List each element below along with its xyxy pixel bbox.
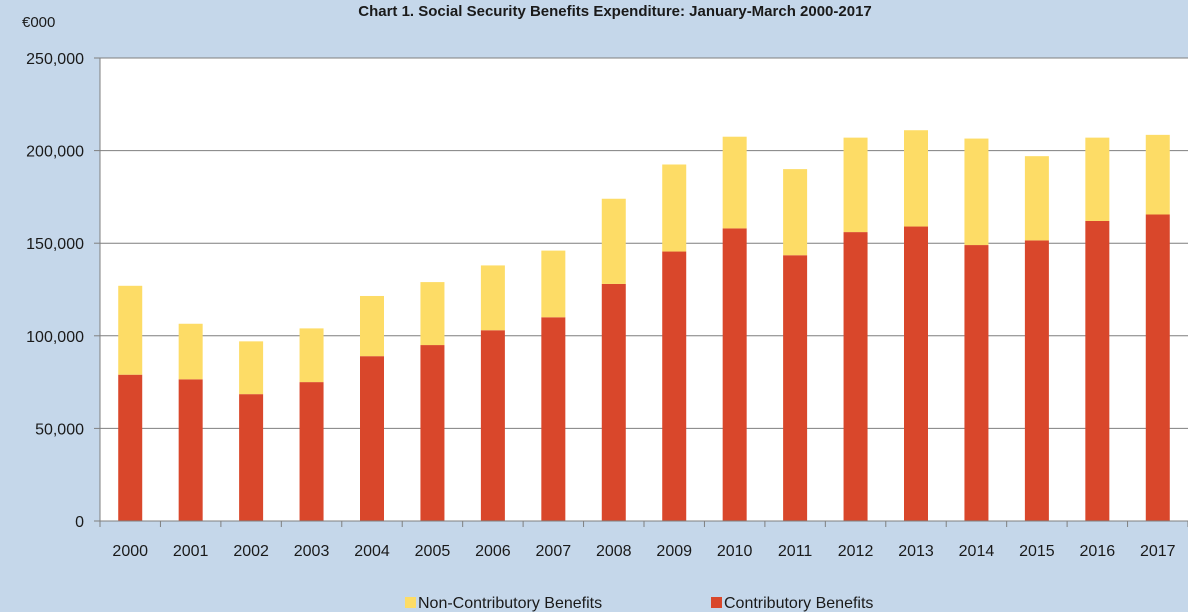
bar-contributory-2003 — [299, 382, 324, 521]
bars — [118, 130, 1170, 522]
plot-area — [100, 58, 1188, 521]
bar-contributory-2000 — [118, 374, 143, 521]
legend-label: Non-Contributory Benefits — [418, 595, 602, 612]
bar-contributory-2006 — [480, 330, 505, 521]
bar-non-contributory-2010 — [722, 136, 747, 229]
bar-contributory-2008 — [601, 283, 626, 521]
x-tick-labels: 2000 2001 2002 2003 2004 2005 2006 2007 2008 2009… — [112, 543, 1175, 560]
x-tick-label: 2005 — [415, 543, 451, 560]
x-tick-label: 2016 — [1080, 543, 1116, 560]
y-unit-label: €000 — [22, 14, 55, 31]
x-tick-label: 2002 — [233, 543, 269, 560]
y-tick-label: 200,000 — [26, 144, 84, 161]
bar-non-contributory-2017 — [1145, 134, 1170, 215]
x-tick-label: 2007 — [536, 543, 572, 560]
bar-contributory-2013 — [904, 226, 928, 522]
legend-label: Contributory Benefits — [724, 595, 873, 612]
chart-title: Chart 1. Social Security Benefits Expend… — [358, 3, 872, 20]
bar-non-contributory-2013 — [904, 130, 928, 227]
bar-contributory-2005 — [420, 345, 445, 521]
legend: Non-Contributory Benefits Contributory Be… — [405, 595, 873, 612]
bar-contributory-2011 — [783, 255, 808, 521]
y-tick-label: 100,000 — [26, 329, 84, 346]
y-tick-label: 250,000 — [26, 51, 84, 68]
bar-non-contributory-2015 — [1024, 156, 1049, 241]
legend-swatch — [711, 597, 722, 608]
bar-non-contributory-2000 — [118, 285, 143, 375]
x-tick-label: 2006 — [475, 543, 511, 560]
x-tick-label: 2004 — [354, 543, 390, 560]
x-tick-label: 2010 — [717, 543, 753, 560]
bar-non-contributory-2007 — [541, 250, 566, 318]
bar-non-contributory-2011 — [783, 169, 808, 256]
bar-non-contributory-2009 — [662, 164, 687, 252]
bar-contributory-2015 — [1024, 240, 1049, 521]
bar-contributory-2010 — [722, 228, 747, 521]
x-tick-label: 2012 — [838, 543, 874, 560]
bar-contributory-2002 — [239, 394, 264, 521]
x-tick-label: 2013 — [898, 543, 934, 560]
bar-contributory-2004 — [360, 356, 384, 521]
y-tick-label: 0 — [75, 514, 84, 531]
x-tick-label: 2003 — [294, 543, 330, 560]
bar-non-contributory-2002 — [239, 341, 264, 395]
x-tick-label: 2011 — [778, 543, 813, 560]
bar-non-contributory-2014 — [964, 138, 989, 246]
x-tick-label: 2015 — [1019, 543, 1055, 560]
axes — [99, 58, 1188, 527]
bar-contributory-2009 — [662, 251, 687, 521]
x-tick-label: 2000 — [112, 543, 148, 560]
x-tick-label: 2017 — [1140, 543, 1176, 560]
bar-contributory-2014 — [964, 245, 989, 521]
bar-contributory-2007 — [541, 317, 566, 521]
bar-contributory-2001 — [178, 379, 203, 521]
bar-non-contributory-2003 — [299, 328, 324, 383]
legend-swatch — [405, 597, 416, 608]
x-tick-label: 2014 — [959, 543, 995, 560]
bar-contributory-2016 — [1085, 220, 1110, 521]
x-tick-label: 2008 — [596, 543, 632, 560]
bar-non-contributory-2006 — [480, 265, 505, 331]
y-tick-label: 50,000 — [35, 421, 84, 438]
bar-non-contributory-2012 — [843, 137, 868, 233]
y-tick-labels: 0 50,000 100,000 150,000 200,000 250,000 — [26, 51, 84, 531]
bar-non-contributory-2005 — [420, 282, 445, 346]
bar-contributory-2012 — [843, 232, 868, 521]
bar-non-contributory-2004 — [360, 295, 384, 357]
y-tick-label: 150,000 — [26, 236, 84, 253]
x-tick-label: 2009 — [656, 543, 692, 560]
x-tick-label: 2001 — [173, 543, 209, 560]
bar-non-contributory-2016 — [1085, 137, 1110, 221]
bar-non-contributory-2008 — [601, 198, 626, 284]
bar-non-contributory-2001 — [178, 323, 203, 380]
bar-contributory-2017 — [1145, 214, 1170, 521]
gridlines — [94, 57, 1188, 522]
